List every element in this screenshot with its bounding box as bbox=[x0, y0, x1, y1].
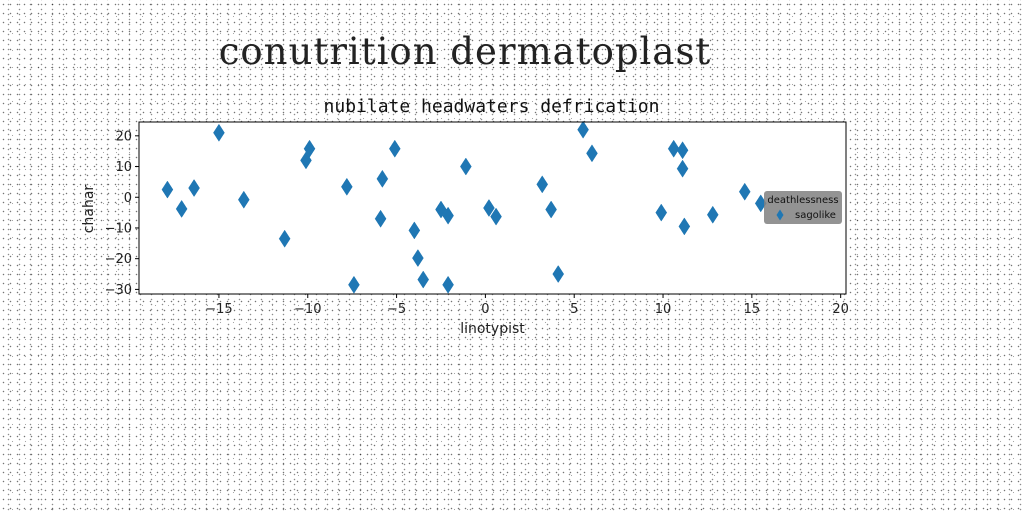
x-tick-label: −10 bbox=[294, 302, 321, 317]
data-point bbox=[545, 200, 557, 219]
legend-label-sagolike: sagolike bbox=[795, 210, 836, 221]
data-point bbox=[213, 123, 225, 142]
data-point bbox=[374, 209, 387, 228]
data-point bbox=[341, 177, 353, 196]
x-tick-label: −5 bbox=[387, 302, 406, 317]
data-point bbox=[667, 139, 680, 158]
figure-title: conutrition dermatoplast bbox=[218, 30, 712, 73]
x-tick-label: 0 bbox=[481, 302, 489, 317]
data-point bbox=[278, 229, 291, 248]
data-point bbox=[586, 144, 598, 163]
legend-box bbox=[764, 191, 842, 224]
data-point bbox=[408, 221, 421, 240]
data-point bbox=[706, 205, 719, 224]
data-point bbox=[175, 199, 188, 218]
data-point bbox=[577, 120, 589, 139]
data-point bbox=[412, 249, 424, 268]
x-axis-label: linotypist bbox=[460, 321, 525, 337]
y-tick-label: 20 bbox=[115, 129, 132, 144]
y-tick-label: −10 bbox=[105, 221, 132, 236]
x-tick-label: 10 bbox=[655, 302, 672, 317]
data-point bbox=[676, 141, 689, 160]
data-point bbox=[442, 275, 454, 294]
data-point bbox=[738, 182, 751, 201]
data-point bbox=[490, 207, 502, 226]
legend-title: deathlessness bbox=[767, 195, 838, 206]
y-tick-label: 0 bbox=[124, 191, 132, 206]
data-point bbox=[389, 139, 401, 158]
data-point bbox=[238, 190, 250, 209]
data-point bbox=[376, 169, 389, 188]
data-point bbox=[442, 206, 454, 225]
data-point bbox=[348, 275, 360, 294]
plot-title: nubilate headwaters defrication bbox=[324, 96, 660, 117]
data-point bbox=[676, 159, 689, 178]
data-point bbox=[552, 265, 565, 283]
data-point bbox=[303, 139, 316, 158]
x-tick-label: −15 bbox=[205, 302, 232, 317]
plot-frame bbox=[138, 121, 847, 295]
x-axis-ticks: −15 −10 −5 0 5 10 15 20 bbox=[205, 294, 849, 317]
legend-diamond-icon bbox=[776, 209, 784, 221]
data-point bbox=[188, 179, 200, 197]
x-tick-label: 15 bbox=[744, 302, 761, 317]
y-tick-label: −30 bbox=[105, 283, 132, 298]
x-tick-label: 5 bbox=[570, 302, 578, 317]
data-points bbox=[161, 120, 767, 294]
y-tick-label: −20 bbox=[105, 252, 132, 267]
y-axis-label: chahar bbox=[81, 185, 97, 234]
data-point bbox=[417, 270, 430, 289]
data-point bbox=[460, 157, 472, 176]
data-point bbox=[161, 180, 174, 199]
legend-marker-sagolike bbox=[776, 209, 784, 221]
data-point bbox=[483, 199, 495, 217]
data-point bbox=[655, 203, 668, 222]
data-point bbox=[678, 217, 691, 236]
data-point bbox=[536, 175, 549, 194]
x-tick-label: 20 bbox=[832, 302, 849, 317]
y-axis-ticks: −30 −20 −10 0 10 20 bbox=[105, 129, 139, 298]
y-tick-label: 10 bbox=[115, 160, 132, 175]
legend: deathlessness sagolike bbox=[764, 191, 842, 224]
